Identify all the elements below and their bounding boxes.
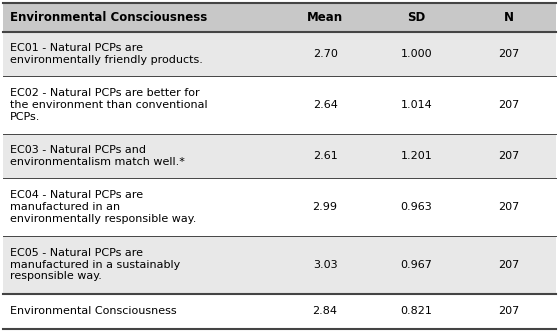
Text: EC04 - Natural PCPs are
manufactured in an
environmentally responsible way.: EC04 - Natural PCPs are manufactured in … — [10, 191, 196, 224]
Text: Environmental Consciousness: Environmental Consciousness — [10, 11, 207, 24]
Text: 0.821: 0.821 — [400, 306, 432, 316]
Text: EC05 - Natural PCPs are
manufactured in a sustainably
responsible way.: EC05 - Natural PCPs are manufactured in … — [10, 248, 180, 281]
Text: 207: 207 — [499, 100, 520, 110]
Text: 2.70: 2.70 — [312, 49, 338, 59]
Text: 207: 207 — [499, 151, 520, 161]
Text: EC03 - Natural PCPs and
environmentalism match well.*: EC03 - Natural PCPs and environmentalism… — [10, 145, 184, 167]
Bar — [3, 32, 556, 76]
Text: N: N — [504, 11, 514, 24]
Bar — [3, 293, 556, 329]
Text: 0.967: 0.967 — [400, 260, 432, 270]
Text: EC02 - Natural PCPs are better for
the environment than conventional
PCPs.: EC02 - Natural PCPs are better for the e… — [10, 88, 207, 122]
Text: 1.000: 1.000 — [401, 49, 432, 59]
Text: Mean: Mean — [307, 11, 343, 24]
Bar — [3, 236, 556, 293]
Text: 207: 207 — [499, 202, 520, 212]
Text: 207: 207 — [499, 49, 520, 59]
Text: Environmental Consciousness: Environmental Consciousness — [10, 306, 177, 316]
Text: 2.61: 2.61 — [312, 151, 338, 161]
Text: EC01 - Natural PCPs are
environmentally friendly products.: EC01 - Natural PCPs are environmentally … — [10, 43, 203, 65]
Text: 0.963: 0.963 — [400, 202, 432, 212]
Text: 1.014: 1.014 — [400, 100, 432, 110]
Text: SD: SD — [408, 11, 425, 24]
Text: 2.99: 2.99 — [312, 202, 338, 212]
Text: 2.84: 2.84 — [312, 306, 338, 316]
Bar — [3, 3, 556, 32]
Bar — [3, 134, 556, 178]
Text: 207: 207 — [499, 306, 520, 316]
Text: 207: 207 — [499, 260, 520, 270]
Bar — [3, 76, 556, 134]
Bar — [3, 178, 556, 236]
Text: 1.201: 1.201 — [400, 151, 432, 161]
Text: 3.03: 3.03 — [313, 260, 338, 270]
Text: 2.64: 2.64 — [312, 100, 338, 110]
